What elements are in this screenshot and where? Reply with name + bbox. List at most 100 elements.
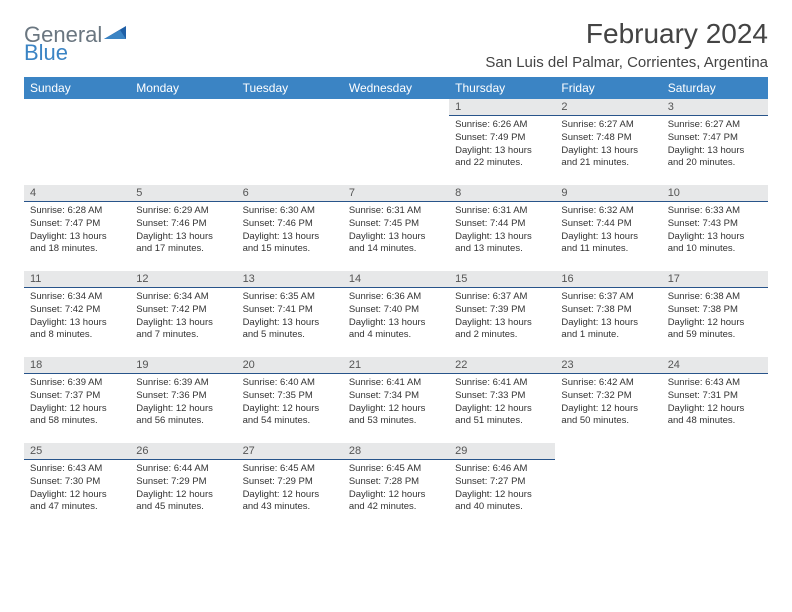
- calendar-day-cell: 12Sunrise: 6:34 AMSunset: 7:42 PMDayligh…: [130, 271, 236, 357]
- day-header: Saturday: [662, 77, 768, 99]
- calendar-day-cell: 5Sunrise: 6:29 AMSunset: 7:46 PMDaylight…: [130, 185, 236, 271]
- calendar-week-row: 11Sunrise: 6:34 AMSunset: 7:42 PMDayligh…: [24, 271, 768, 357]
- day-number: 4: [24, 185, 130, 202]
- calendar-day-cell: 29Sunrise: 6:46 AMSunset: 7:27 PMDayligh…: [449, 443, 555, 529]
- calendar-day-cell: [130, 99, 236, 185]
- calendar-day-cell: 9Sunrise: 6:32 AMSunset: 7:44 PMDaylight…: [555, 185, 661, 271]
- day-number: 1: [449, 99, 555, 116]
- calendar-day-cell: 3Sunrise: 6:27 AMSunset: 7:47 PMDaylight…: [662, 99, 768, 185]
- day-details: Sunrise: 6:37 AMSunset: 7:39 PMDaylight:…: [449, 288, 555, 344]
- day-number: 22: [449, 357, 555, 374]
- day-number: 9: [555, 185, 661, 202]
- day-number: 29: [449, 443, 555, 460]
- calendar-week-row: 25Sunrise: 6:43 AMSunset: 7:30 PMDayligh…: [24, 443, 768, 529]
- day-header: Friday: [555, 77, 661, 99]
- day-number: 28: [343, 443, 449, 460]
- calendar-day-cell: 25Sunrise: 6:43 AMSunset: 7:30 PMDayligh…: [24, 443, 130, 529]
- day-number: 6: [237, 185, 343, 202]
- calendar-day-cell: 2Sunrise: 6:27 AMSunset: 7:48 PMDaylight…: [555, 99, 661, 185]
- day-details: Sunrise: 6:39 AMSunset: 7:36 PMDaylight:…: [130, 374, 236, 430]
- day-details: Sunrise: 6:43 AMSunset: 7:31 PMDaylight:…: [662, 374, 768, 430]
- day-details: Sunrise: 6:44 AMSunset: 7:29 PMDaylight:…: [130, 460, 236, 516]
- calendar-day-cell: [237, 99, 343, 185]
- day-details: Sunrise: 6:39 AMSunset: 7:37 PMDaylight:…: [24, 374, 130, 430]
- day-number: 19: [130, 357, 236, 374]
- day-details: Sunrise: 6:32 AMSunset: 7:44 PMDaylight:…: [555, 202, 661, 258]
- day-number: 15: [449, 271, 555, 288]
- day-number: 18: [24, 357, 130, 374]
- day-details: Sunrise: 6:34 AMSunset: 7:42 PMDaylight:…: [24, 288, 130, 344]
- day-number: 11: [24, 271, 130, 288]
- day-number: 23: [555, 357, 661, 374]
- day-details: Sunrise: 6:30 AMSunset: 7:46 PMDaylight:…: [237, 202, 343, 258]
- calendar-day-cell: 10Sunrise: 6:33 AMSunset: 7:43 PMDayligh…: [662, 185, 768, 271]
- day-number: 5: [130, 185, 236, 202]
- calendar-day-cell: 26Sunrise: 6:44 AMSunset: 7:29 PMDayligh…: [130, 443, 236, 529]
- day-details: Sunrise: 6:27 AMSunset: 7:48 PMDaylight:…: [555, 116, 661, 172]
- logo: GeneralBlue: [24, 24, 128, 64]
- calendar-day-cell: 1Sunrise: 6:26 AMSunset: 7:49 PMDaylight…: [449, 99, 555, 185]
- day-number: 3: [662, 99, 768, 116]
- day-details: Sunrise: 6:26 AMSunset: 7:49 PMDaylight:…: [449, 116, 555, 172]
- day-details: Sunrise: 6:36 AMSunset: 7:40 PMDaylight:…: [343, 288, 449, 344]
- day-details: Sunrise: 6:40 AMSunset: 7:35 PMDaylight:…: [237, 374, 343, 430]
- day-details: Sunrise: 6:45 AMSunset: 7:29 PMDaylight:…: [237, 460, 343, 516]
- day-details: Sunrise: 6:43 AMSunset: 7:30 PMDaylight:…: [24, 460, 130, 516]
- day-details: Sunrise: 6:42 AMSunset: 7:32 PMDaylight:…: [555, 374, 661, 430]
- day-details: Sunrise: 6:46 AMSunset: 7:27 PMDaylight:…: [449, 460, 555, 516]
- calendar-table: SundayMondayTuesdayWednesdayThursdayFrid…: [24, 77, 768, 529]
- day-number: 14: [343, 271, 449, 288]
- day-details: Sunrise: 6:31 AMSunset: 7:44 PMDaylight:…: [449, 202, 555, 258]
- day-number: 25: [24, 443, 130, 460]
- day-number: 8: [449, 185, 555, 202]
- calendar-day-cell: 16Sunrise: 6:37 AMSunset: 7:38 PMDayligh…: [555, 271, 661, 357]
- calendar-day-cell: 23Sunrise: 6:42 AMSunset: 7:32 PMDayligh…: [555, 357, 661, 443]
- day-details: Sunrise: 6:38 AMSunset: 7:38 PMDaylight:…: [662, 288, 768, 344]
- day-number: 27: [237, 443, 343, 460]
- calendar-week-row: 18Sunrise: 6:39 AMSunset: 7:37 PMDayligh…: [24, 357, 768, 443]
- title-block: February 2024 San Luis del Palmar, Corri…: [485, 18, 768, 71]
- calendar-day-cell: 20Sunrise: 6:40 AMSunset: 7:35 PMDayligh…: [237, 357, 343, 443]
- day-details: Sunrise: 6:34 AMSunset: 7:42 PMDaylight:…: [130, 288, 236, 344]
- day-number: 10: [662, 185, 768, 202]
- calendar-day-cell: [662, 443, 768, 529]
- day-number: 20: [237, 357, 343, 374]
- day-details: Sunrise: 6:31 AMSunset: 7:45 PMDaylight:…: [343, 202, 449, 258]
- day-number: 12: [130, 271, 236, 288]
- calendar-header-row: SundayMondayTuesdayWednesdayThursdayFrid…: [24, 77, 768, 99]
- calendar-day-cell: 4Sunrise: 6:28 AMSunset: 7:47 PMDaylight…: [24, 185, 130, 271]
- calendar-day-cell: 13Sunrise: 6:35 AMSunset: 7:41 PMDayligh…: [237, 271, 343, 357]
- day-details: Sunrise: 6:41 AMSunset: 7:34 PMDaylight:…: [343, 374, 449, 430]
- calendar-day-cell: 7Sunrise: 6:31 AMSunset: 7:45 PMDaylight…: [343, 185, 449, 271]
- calendar-day-cell: 28Sunrise: 6:45 AMSunset: 7:28 PMDayligh…: [343, 443, 449, 529]
- day-header: Thursday: [449, 77, 555, 99]
- day-number: 2: [555, 99, 661, 116]
- logo-text-part2: Blue: [24, 42, 128, 64]
- calendar-day-cell: 11Sunrise: 6:34 AMSunset: 7:42 PMDayligh…: [24, 271, 130, 357]
- calendar-day-cell: 15Sunrise: 6:37 AMSunset: 7:39 PMDayligh…: [449, 271, 555, 357]
- calendar-day-cell: [24, 99, 130, 185]
- calendar-day-cell: [555, 443, 661, 529]
- day-header: Monday: [130, 77, 236, 99]
- day-details: Sunrise: 6:41 AMSunset: 7:33 PMDaylight:…: [449, 374, 555, 430]
- page-header: GeneralBlue February 2024 San Luis del P…: [24, 18, 768, 71]
- day-header: Sunday: [24, 77, 130, 99]
- day-number: 21: [343, 357, 449, 374]
- day-details: Sunrise: 6:28 AMSunset: 7:47 PMDaylight:…: [24, 202, 130, 258]
- day-details: Sunrise: 6:37 AMSunset: 7:38 PMDaylight:…: [555, 288, 661, 344]
- day-number: 7: [343, 185, 449, 202]
- day-number: 26: [130, 443, 236, 460]
- day-details: Sunrise: 6:35 AMSunset: 7:41 PMDaylight:…: [237, 288, 343, 344]
- calendar-day-cell: 17Sunrise: 6:38 AMSunset: 7:38 PMDayligh…: [662, 271, 768, 357]
- calendar-day-cell: 6Sunrise: 6:30 AMSunset: 7:46 PMDaylight…: [237, 185, 343, 271]
- calendar-day-cell: 19Sunrise: 6:39 AMSunset: 7:36 PMDayligh…: [130, 357, 236, 443]
- month-title: February 2024: [485, 18, 768, 50]
- day-details: Sunrise: 6:29 AMSunset: 7:46 PMDaylight:…: [130, 202, 236, 258]
- day-header: Tuesday: [237, 77, 343, 99]
- calendar-day-cell: 21Sunrise: 6:41 AMSunset: 7:34 PMDayligh…: [343, 357, 449, 443]
- day-details: Sunrise: 6:45 AMSunset: 7:28 PMDaylight:…: [343, 460, 449, 516]
- calendar-day-cell: 18Sunrise: 6:39 AMSunset: 7:37 PMDayligh…: [24, 357, 130, 443]
- day-header: Wednesday: [343, 77, 449, 99]
- day-details: Sunrise: 6:27 AMSunset: 7:47 PMDaylight:…: [662, 116, 768, 172]
- calendar-day-cell: 22Sunrise: 6:41 AMSunset: 7:33 PMDayligh…: [449, 357, 555, 443]
